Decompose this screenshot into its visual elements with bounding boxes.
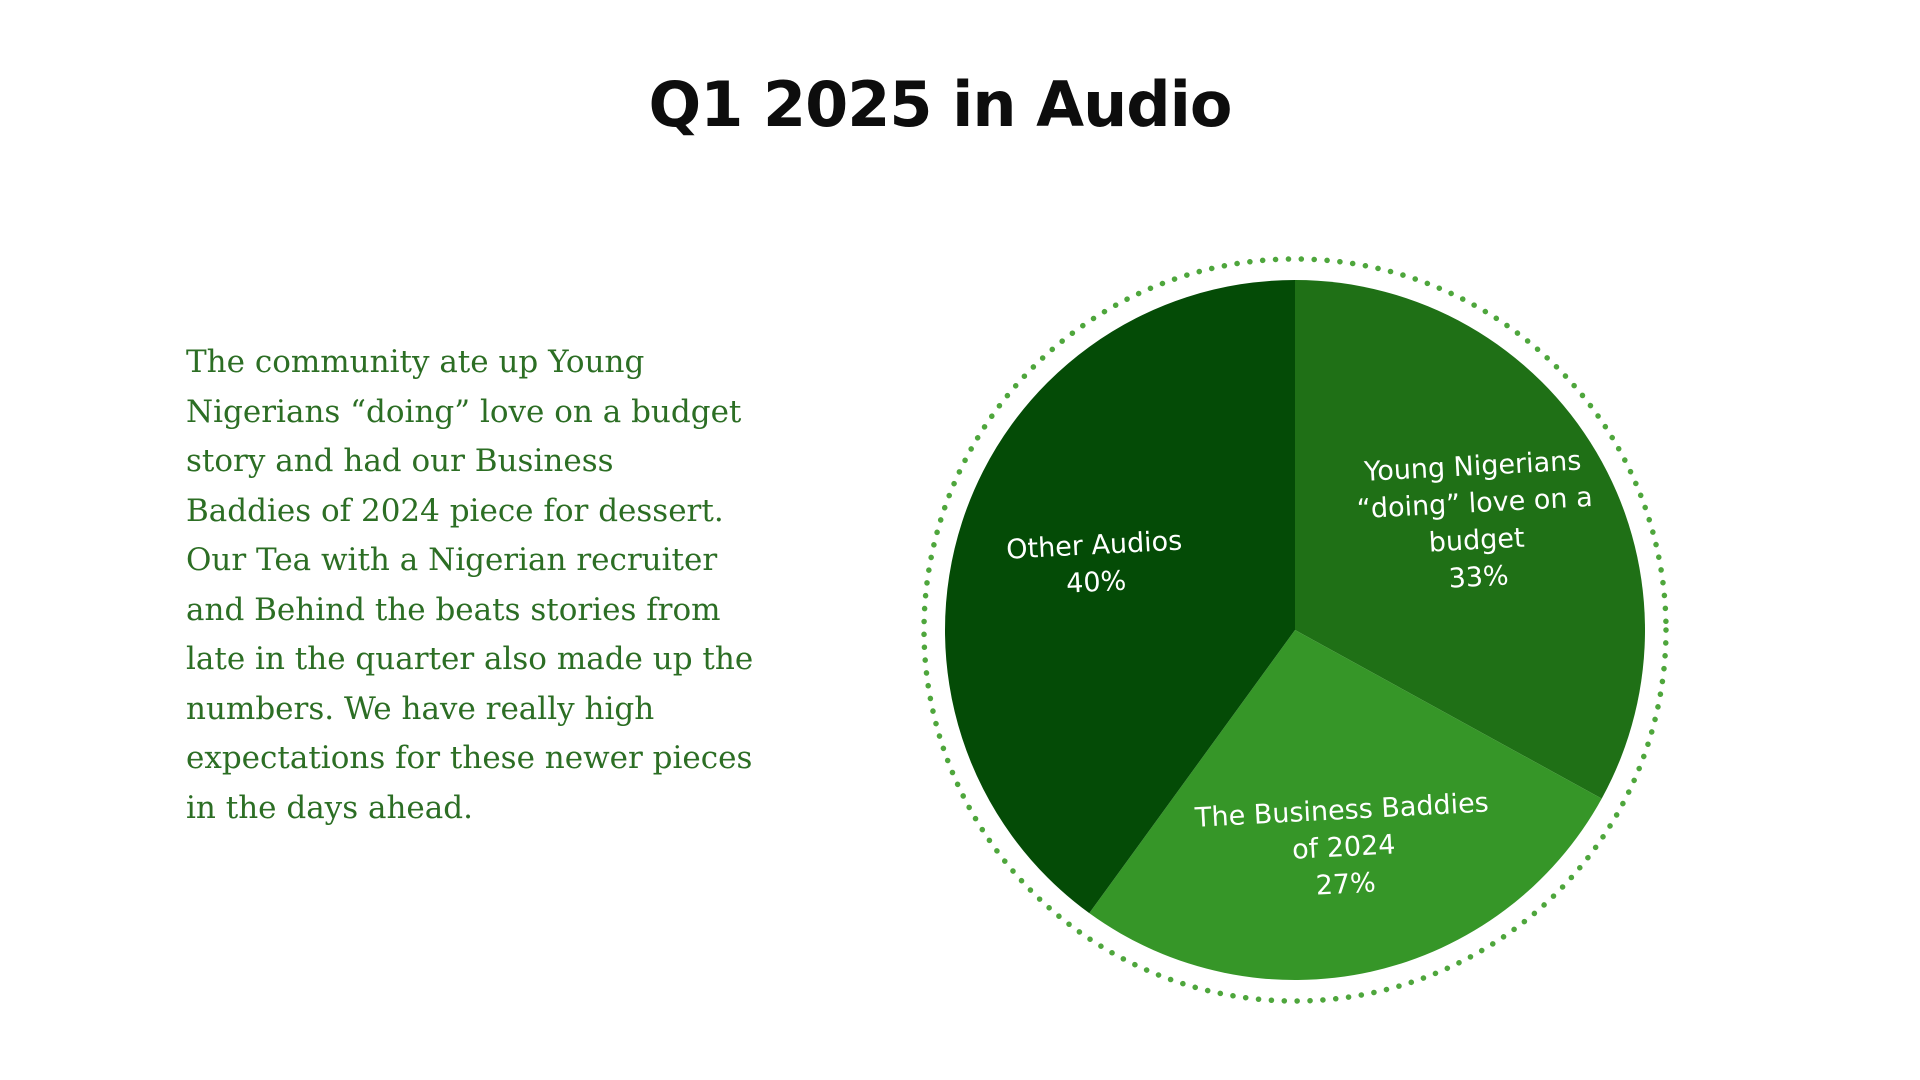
pie-chart-svg: Young Nigerians“doing” love on abudget33… [921,256,1669,1004]
slide-body-text: The community ate up Young Nigerians “do… [186,344,754,826]
pie-slice-name: budget [1428,523,1525,559]
pie-slices [945,280,1645,980]
slide-title: Q1 2025 in Audio [648,68,1233,141]
pie-labels: Young Nigerians“doing” love on abudget33… [1006,446,1594,902]
pie-slice [945,280,1295,914]
pie-slice-label: Young Nigerians“doing” love on abudget33… [1356,446,1593,595]
pie-chart: Young Nigerians “doing” love on a budget 33… [910,240,1670,1020]
pie-slice-percent: 27% [1315,868,1377,902]
pie-slice [1295,280,1645,799]
pie-slice-percent: 40% [1065,566,1127,600]
dotted-ring [921,256,1669,1004]
pie-slice-name: of 2024 [1291,829,1396,865]
pie-slice-percent: 33% [1448,560,1510,594]
pie-slice [1089,630,1602,980]
